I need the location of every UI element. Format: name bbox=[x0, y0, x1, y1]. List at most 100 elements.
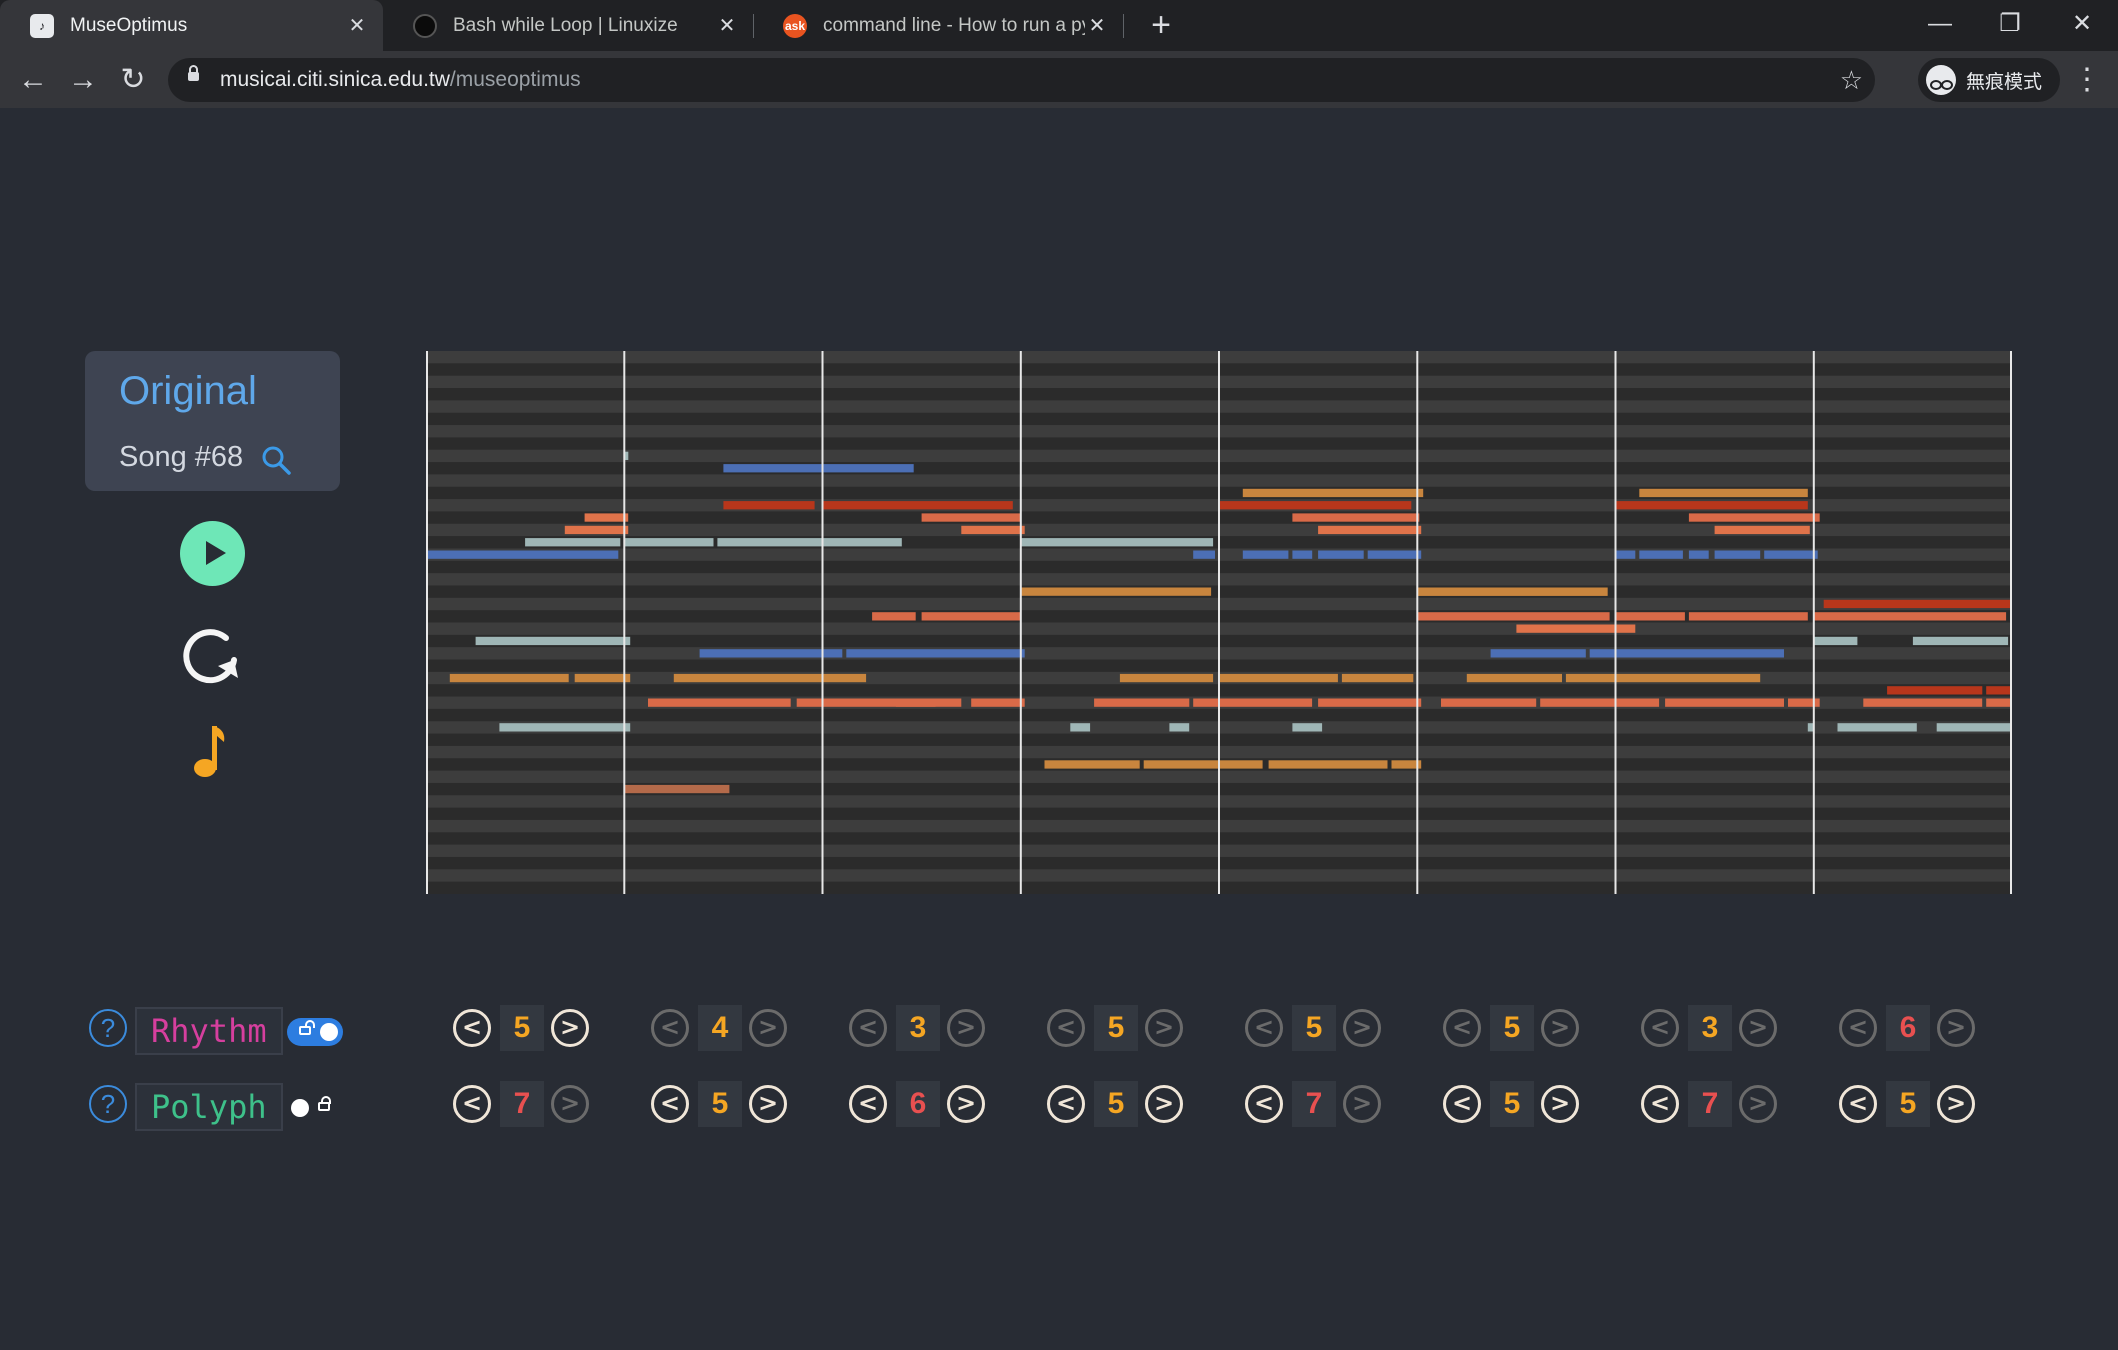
close-tab-icon[interactable]: ✕ bbox=[1088, 15, 1106, 37]
lock-icon bbox=[318, 1096, 331, 1111]
note bbox=[673, 673, 867, 683]
close-tab-icon[interactable]: ✕ bbox=[348, 15, 366, 37]
polyph-value: 7 bbox=[500, 1081, 544, 1127]
chevron-left-icon[interactable]: < bbox=[1245, 1085, 1283, 1123]
chevron-right-icon[interactable]: > bbox=[1937, 1085, 1975, 1123]
forward-icon[interactable]: → bbox=[68, 63, 98, 96]
close-tab-icon[interactable]: ✕ bbox=[718, 15, 736, 37]
tab-askubuntu[interactable]: ask command line - How to run a py ✕ bbox=[753, 0, 1123, 51]
note bbox=[846, 649, 1025, 658]
polyph-value: 5 bbox=[1490, 1081, 1534, 1127]
chevron-left-icon[interactable]: < bbox=[1047, 1009, 1085, 1047]
music-note-icon: ♪ bbox=[30, 13, 54, 38]
toggle-knob bbox=[320, 1023, 338, 1041]
reload-icon[interactable]: ↻ bbox=[120, 63, 146, 96]
chevron-left-icon[interactable]: < bbox=[1641, 1085, 1679, 1123]
minimize-icon[interactable]: — bbox=[1928, 10, 1952, 37]
chevron-right-icon[interactable]: > bbox=[1343, 1085, 1381, 1123]
note bbox=[1639, 550, 1683, 559]
search-icon[interactable] bbox=[261, 445, 291, 475]
chevron-left-icon[interactable]: < bbox=[1047, 1085, 1085, 1123]
chevron-right-icon[interactable]: > bbox=[749, 1009, 787, 1047]
note bbox=[895, 698, 962, 707]
rhythm-value: 3 bbox=[1688, 1005, 1732, 1051]
polyph-lock-toggle[interactable] bbox=[287, 1094, 343, 1122]
rhythm-help-icon[interactable]: ? bbox=[89, 1009, 127, 1047]
piano-roll[interactable] bbox=[426, 351, 2012, 894]
note bbox=[1986, 698, 2012, 707]
regenerate-icon[interactable] bbox=[180, 624, 244, 688]
note bbox=[1070, 723, 1091, 732]
piano-roll-canvas[interactable] bbox=[426, 351, 2012, 894]
music-note-icon[interactable] bbox=[192, 722, 232, 780]
rhythm-lock-toggle[interactable] bbox=[287, 1018, 343, 1046]
rhythm-value: 5 bbox=[1292, 1005, 1336, 1051]
polyph-stepper: <6 > bbox=[849, 1081, 985, 1127]
url-text[interactable]: musicai.citi.sinica.edu.tw/museoptimus bbox=[220, 58, 581, 102]
note bbox=[1589, 649, 1784, 658]
tab-title: Bash while Loop | Linuxize bbox=[453, 14, 678, 36]
note bbox=[1813, 636, 1858, 646]
restore-icon[interactable]: ❐ bbox=[1999, 10, 2021, 37]
new-tab-button[interactable]: + bbox=[1151, 6, 1171, 44]
note bbox=[961, 525, 1025, 535]
tab-museoptimus[interactable]: ♪ MuseOptimus ✕ bbox=[0, 0, 383, 51]
polyph-label: Polyph bbox=[135, 1083, 283, 1131]
chevron-left-icon[interactable]: < bbox=[1839, 1085, 1877, 1123]
chevron-right-icon[interactable]: > bbox=[551, 1009, 589, 1047]
note bbox=[449, 673, 569, 683]
note bbox=[475, 636, 631, 646]
incognito-badge[interactable]: 無痕模式 bbox=[1918, 58, 2061, 102]
tab-linuxize[interactable]: Bash while Loop | Linuxize ✕ bbox=[383, 0, 753, 51]
chevron-right-icon[interactable]: > bbox=[1145, 1009, 1183, 1047]
back-icon[interactable]: ← bbox=[18, 63, 48, 96]
address-bar[interactable]: musicai.citi.sinica.edu.tw/museoptimus ☆ bbox=[168, 58, 1875, 102]
chevron-left-icon[interactable]: < bbox=[453, 1009, 491, 1047]
note bbox=[564, 525, 629, 535]
chevron-right-icon[interactable]: > bbox=[1343, 1009, 1381, 1047]
note bbox=[1020, 538, 1214, 547]
note bbox=[1615, 550, 1636, 559]
bookmark-star-icon[interactable]: ☆ bbox=[1839, 65, 1863, 95]
chevron-left-icon[interactable]: < bbox=[651, 1085, 689, 1123]
note bbox=[717, 538, 902, 547]
chevron-left-icon[interactable]: < bbox=[651, 1009, 689, 1047]
note bbox=[648, 698, 791, 707]
note bbox=[1020, 587, 1212, 596]
chevron-left-icon[interactable]: < bbox=[1443, 1009, 1481, 1047]
chevron-right-icon[interactable]: > bbox=[1739, 1085, 1777, 1123]
chevron-left-icon[interactable]: < bbox=[1443, 1085, 1481, 1123]
rhythm-stepper: <4 > bbox=[651, 1005, 787, 1051]
note bbox=[1044, 760, 1140, 769]
chevron-right-icon[interactable]: > bbox=[749, 1085, 787, 1123]
close-window-icon[interactable]: ✕ bbox=[2071, 10, 2093, 37]
chevron-right-icon[interactable]: > bbox=[947, 1009, 985, 1047]
chevron-right-icon[interactable]: > bbox=[1739, 1009, 1777, 1047]
note bbox=[624, 451, 629, 460]
note bbox=[1936, 723, 2012, 732]
chevron-left-icon[interactable]: < bbox=[1839, 1009, 1877, 1047]
note bbox=[921, 513, 1021, 522]
note bbox=[1391, 760, 1422, 769]
polyph-stepper: <5 > bbox=[1443, 1081, 1579, 1127]
note bbox=[723, 501, 815, 510]
chevron-right-icon[interactable]: > bbox=[1937, 1009, 1975, 1047]
chevron-right-icon[interactable]: > bbox=[1541, 1085, 1579, 1123]
note bbox=[1367, 550, 1422, 559]
chevron-right-icon[interactable]: > bbox=[551, 1085, 589, 1123]
chevron-left-icon[interactable]: < bbox=[849, 1009, 887, 1047]
chevron-left-icon[interactable]: < bbox=[1245, 1009, 1283, 1047]
note bbox=[1764, 550, 1818, 559]
note bbox=[1292, 550, 1313, 559]
chevron-right-icon[interactable]: > bbox=[947, 1085, 985, 1123]
browser-menu-icon[interactable]: ⋮ bbox=[2072, 63, 2102, 96]
chevron-left-icon[interactable]: < bbox=[453, 1085, 491, 1123]
note bbox=[1268, 760, 1388, 769]
chevron-left-icon[interactable]: < bbox=[849, 1085, 887, 1123]
note bbox=[921, 612, 1021, 621]
polyph-help-icon[interactable]: ? bbox=[89, 1085, 127, 1123]
play-button[interactable] bbox=[180, 521, 245, 586]
chevron-left-icon[interactable]: < bbox=[1641, 1009, 1679, 1047]
chevron-right-icon[interactable]: > bbox=[1145, 1085, 1183, 1123]
chevron-right-icon[interactable]: > bbox=[1541, 1009, 1579, 1047]
